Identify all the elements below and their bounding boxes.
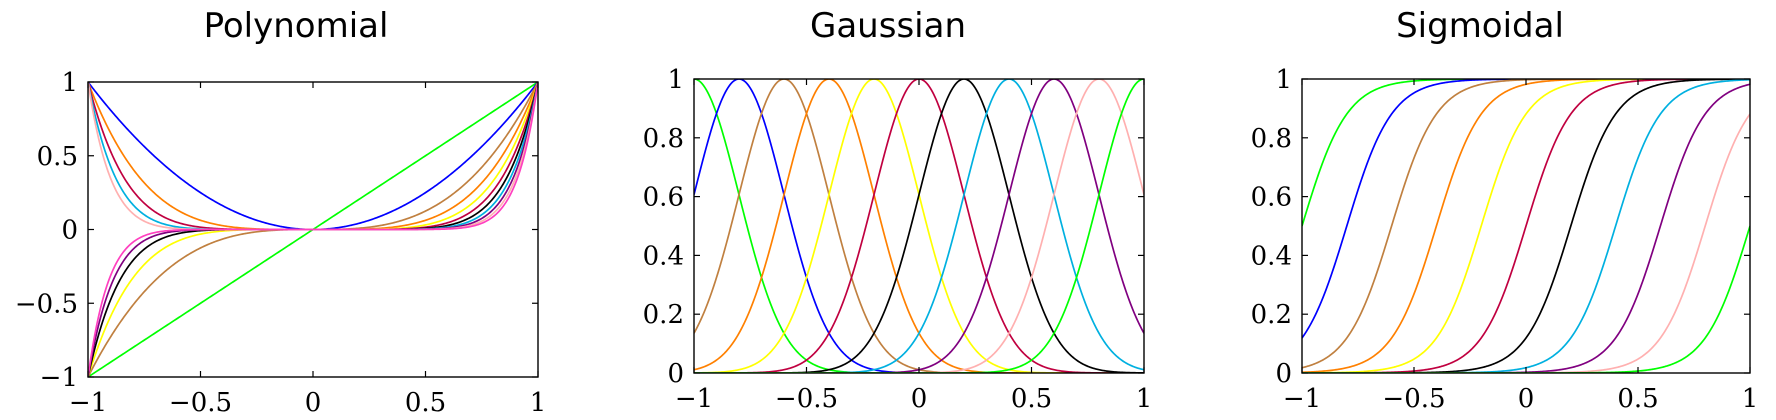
- x-tick-label: 1: [530, 388, 547, 418]
- panel-gaussian: Gaussian −1 −0.5 0 0.5 1 0 0.2 0.4 0.6 0.8 1: [592, 0, 1184, 420]
- series-line-10: [694, 79, 1144, 373]
- chart-title-gaussian: Gaussian: [810, 6, 966, 46]
- series-line-3: [694, 79, 1144, 373]
- series-line-8: [88, 82, 538, 231]
- y-tick-label: −0.5: [15, 289, 78, 319]
- y-tick-label: 1: [1275, 65, 1292, 95]
- panel-sigmoidal: Sigmoidal −1 −0.5 0 0.5 1 0 0.2 0.4 0.6 0.8 1: [1184, 0, 1776, 420]
- y-tick-label: 0.4: [643, 241, 684, 271]
- series-line-1: [1302, 79, 1750, 227]
- plot-frame: [693, 78, 1145, 374]
- chart-gaussian: −1 −0.5 0 0.5 1 0 0.2 0.4 0.6 0.8 1: [643, 65, 1153, 414]
- series-line-5: [694, 79, 1144, 373]
- chart-polynomial: −1 −0.5 0 0.5 1 −1 −0.5 0 0.5 1: [15, 68, 547, 418]
- series-line-4: [88, 82, 538, 231]
- y-tick-label: 0: [1275, 359, 1292, 389]
- chart-title-polynomial: Polynomial: [203, 6, 389, 46]
- series-line-9: [694, 79, 1144, 373]
- x-tick-label: −0.5: [775, 384, 838, 414]
- series-group: [88, 82, 538, 377]
- y-tick-label: 0.8: [643, 124, 684, 154]
- y-tick-label: 0.6: [643, 183, 684, 213]
- y-tick-label: 0: [61, 216, 78, 246]
- series-line-11: [1302, 225, 1750, 373]
- x-tick-label: −0.5: [1382, 384, 1445, 414]
- x-tick-label: −1: [69, 388, 107, 418]
- x-tick-label: 0: [1518, 384, 1535, 414]
- y-tick-label: 0.6: [1251, 183, 1292, 213]
- panel-polynomial: Polynomial −1 −0.5 0 0.5 1 −1 −0.5 0 0.5 1: [0, 0, 592, 420]
- series-group: [1302, 79, 1750, 373]
- series-line-2: [694, 79, 1144, 373]
- series-line-2: [1302, 79, 1750, 339]
- series-line-6: [88, 82, 538, 231]
- x-tick-label: 0: [911, 384, 928, 414]
- y-tick-label: 0.5: [37, 142, 78, 172]
- y-tick-label: 0: [667, 359, 684, 389]
- y-tick-label: 1: [667, 65, 684, 95]
- x-tick-label: 1: [1136, 384, 1153, 414]
- series-group: [694, 79, 1144, 373]
- y-tick-label: −1: [40, 363, 78, 393]
- y-tick-label: 0.4: [1251, 241, 1292, 271]
- x-tick-label: 0: [305, 388, 322, 418]
- series-line-11: [694, 79, 1144, 373]
- x-tick-label: −1: [1283, 384, 1321, 414]
- series-line-11: [88, 82, 538, 377]
- x-tick-label: 0.5: [405, 388, 446, 418]
- series-line-10: [1302, 113, 1750, 373]
- y-tick-label: 0.2: [643, 300, 684, 330]
- x-tick-label: −1: [675, 384, 713, 414]
- chart-sigmoidal: −1 −0.5 0 0.5 1 0 0.2 0.4 0.6 0.8 1: [1251, 65, 1759, 414]
- x-tick-label: 1: [1742, 384, 1759, 414]
- series-line-8: [694, 79, 1144, 373]
- x-tick-label: 0.5: [1011, 384, 1052, 414]
- chart-title-sigmoidal: Sigmoidal: [1396, 6, 1564, 46]
- x-tick-label: 0.5: [1617, 384, 1658, 414]
- series-line-6: [1302, 79, 1750, 373]
- series-line-4: [694, 79, 1144, 373]
- y-tick-label: 0.8: [1251, 124, 1292, 154]
- series-line-10: [88, 82, 538, 231]
- series-line-2: [88, 82, 538, 231]
- series-line-1: [694, 79, 1144, 373]
- y-tick-label: 1: [61, 68, 78, 98]
- y-tick-label: 0.2: [1251, 300, 1292, 330]
- x-tick-label: −0.5: [169, 388, 232, 418]
- series-line-6: [694, 79, 1144, 373]
- series-line-7: [694, 79, 1144, 373]
